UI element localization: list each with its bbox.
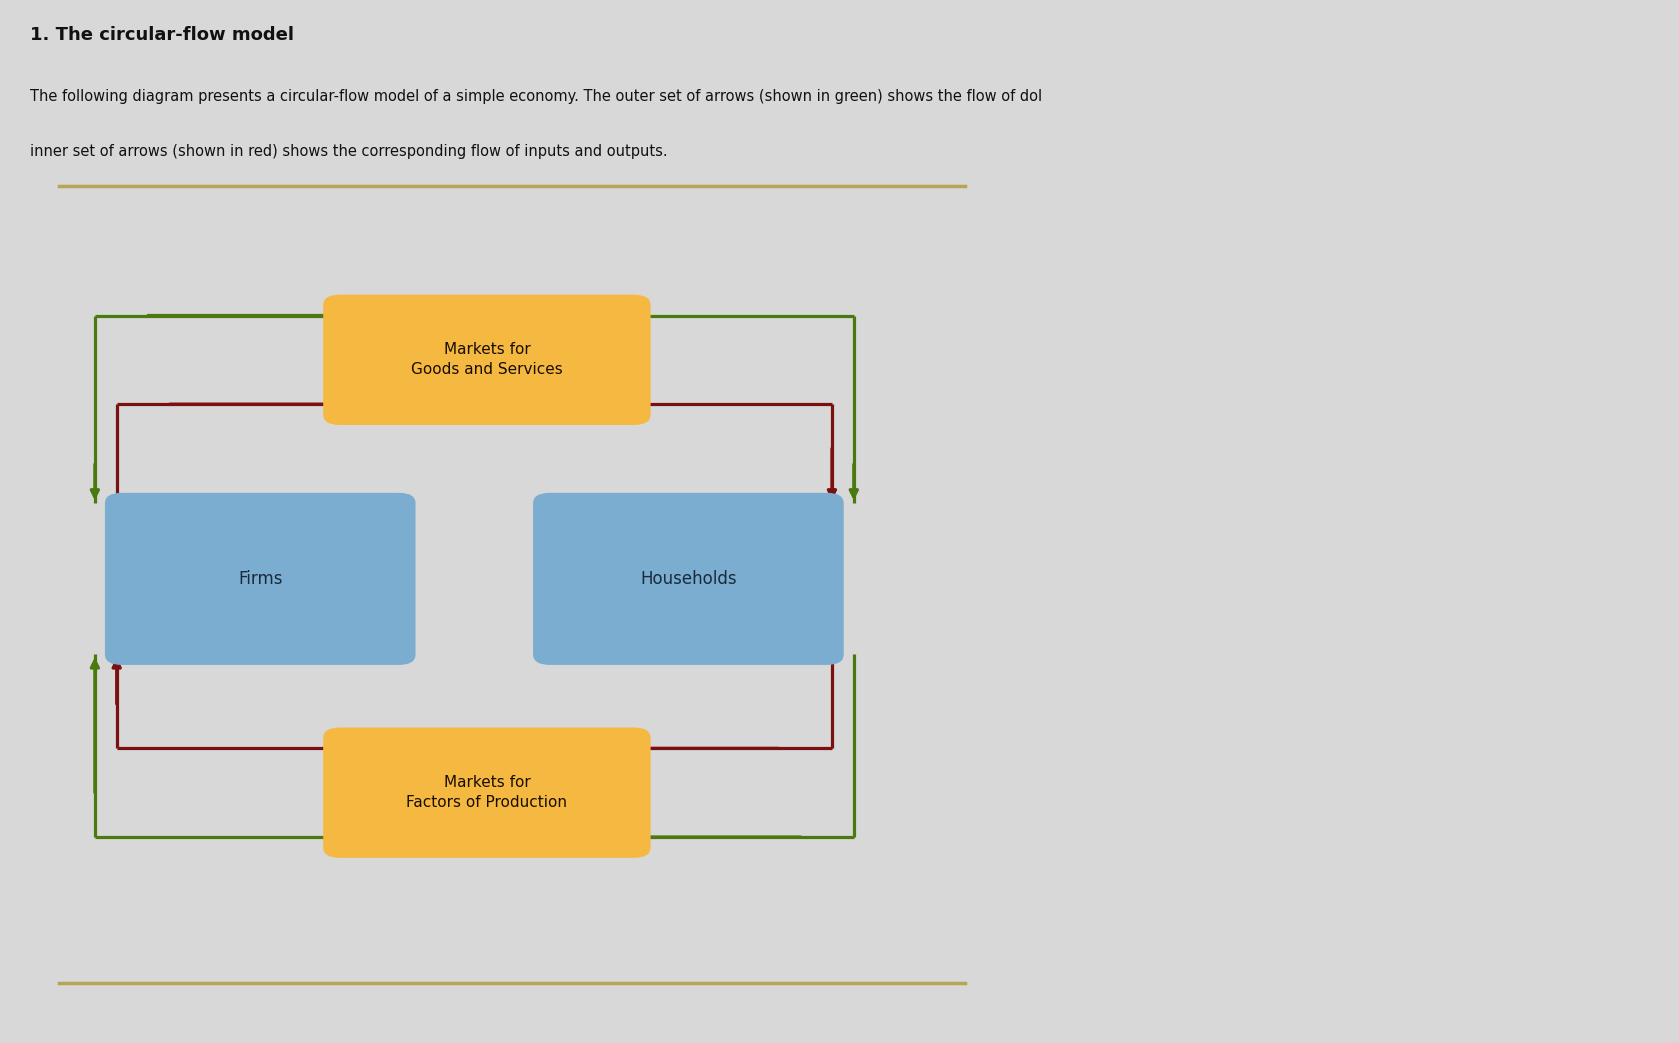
FancyBboxPatch shape [322,294,650,426]
FancyBboxPatch shape [322,728,650,857]
FancyBboxPatch shape [532,493,843,665]
Text: inner set of arrows (shown in red) shows the corresponding flow of inputs and ou: inner set of arrows (shown in red) shows… [30,144,668,159]
FancyBboxPatch shape [104,493,416,665]
Text: Households: Households [640,569,737,588]
Text: Firms: Firms [238,569,282,588]
Text: The following diagram presents a circular-flow model of a simple economy. The ou: The following diagram presents a circula… [30,89,1043,103]
Text: Markets for
Factors of Production: Markets for Factors of Production [406,775,568,810]
Text: Markets for
Goods and Services: Markets for Goods and Services [411,342,562,378]
Text: 1. The circular-flow model: 1. The circular-flow model [30,26,294,44]
